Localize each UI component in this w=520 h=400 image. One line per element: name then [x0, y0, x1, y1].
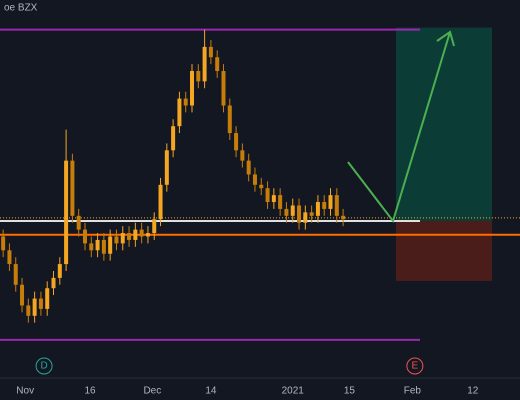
- candle-body: [240, 150, 245, 161]
- candle-body: [7, 250, 12, 265]
- candle-body: [196, 71, 201, 82]
- candle-body: [303, 212, 308, 223]
- candle-body: [315, 202, 320, 216]
- candle-body: [177, 98, 182, 127]
- x-tick-label: 14: [205, 386, 217, 397]
- candle-body: [221, 71, 226, 106]
- candle-body: [89, 243, 94, 251]
- event-label: E: [412, 361, 419, 372]
- candle-body: [265, 188, 270, 203]
- candle-body: [45, 288, 50, 309]
- target-zone: [396, 27, 492, 221]
- candle-body: [164, 150, 169, 185]
- candle-body: [246, 160, 251, 175]
- candle-body: [252, 174, 257, 185]
- stop-zone: [396, 220, 492, 281]
- event-marker: [35, 357, 53, 375]
- event-marker: [406, 357, 424, 375]
- candle-body: [208, 46, 213, 58]
- candle-body: [341, 215, 346, 220]
- candle-body: [284, 208, 289, 216]
- candle-body: [133, 229, 138, 240]
- projection-arrow: [347, 31, 451, 224]
- x-tick-label: Dec: [143, 386, 161, 397]
- candle-body: [51, 277, 56, 289]
- candle-body: [101, 239, 106, 254]
- chart-title: oe BZX: [4, 3, 38, 14]
- candle-body: [328, 195, 333, 209]
- candle-body: [227, 105, 232, 134]
- candle-body: [20, 284, 25, 306]
- candle-body: [38, 298, 43, 309]
- candle-body: [278, 195, 283, 209]
- candle-body: [183, 98, 188, 106]
- candle-body: [1, 236, 6, 251]
- x-tick-label: 16: [84, 386, 96, 397]
- candle-body: [309, 212, 314, 216]
- candle-body: [120, 233, 125, 244]
- candle-body: [127, 233, 132, 240]
- candle-body: [158, 184, 163, 220]
- candle-body: [334, 195, 339, 216]
- candle-body: [70, 160, 75, 216]
- candle-body: [26, 305, 31, 316]
- candle-body: [202, 46, 207, 82]
- x-tick-label: 15: [344, 386, 356, 397]
- x-tick-label: Feb: [404, 386, 422, 397]
- candle-body: [32, 298, 37, 316]
- candle-body: [271, 195, 276, 203]
- x-tick-label: 2021: [282, 386, 305, 397]
- candle-body: [13, 264, 18, 285]
- x-tick-label: 12: [467, 386, 479, 397]
- event-label: D: [40, 361, 47, 372]
- candle-body: [290, 205, 295, 216]
- x-tick-label: Nov: [16, 386, 34, 397]
- candle-body: [108, 236, 113, 254]
- candle-body: [114, 236, 119, 244]
- candle-body: [152, 219, 157, 234]
- candle-body: [76, 215, 81, 230]
- candle-body: [190, 71, 195, 106]
- candle-body: [139, 229, 144, 237]
- plot: [0, 27, 520, 341]
- candle-body: [297, 205, 302, 223]
- candle-body: [57, 264, 62, 278]
- candle-body: [215, 57, 220, 72]
- candle-body: [145, 233, 150, 237]
- arrow-head: [436, 30, 455, 47]
- candle-body: [234, 133, 239, 151]
- candle-body: [322, 202, 327, 209]
- candle-body: [64, 160, 69, 265]
- candle-body: [95, 239, 100, 251]
- candle-body: [259, 184, 264, 189]
- candle-body: [82, 229, 87, 244]
- candle-body: [171, 126, 176, 151]
